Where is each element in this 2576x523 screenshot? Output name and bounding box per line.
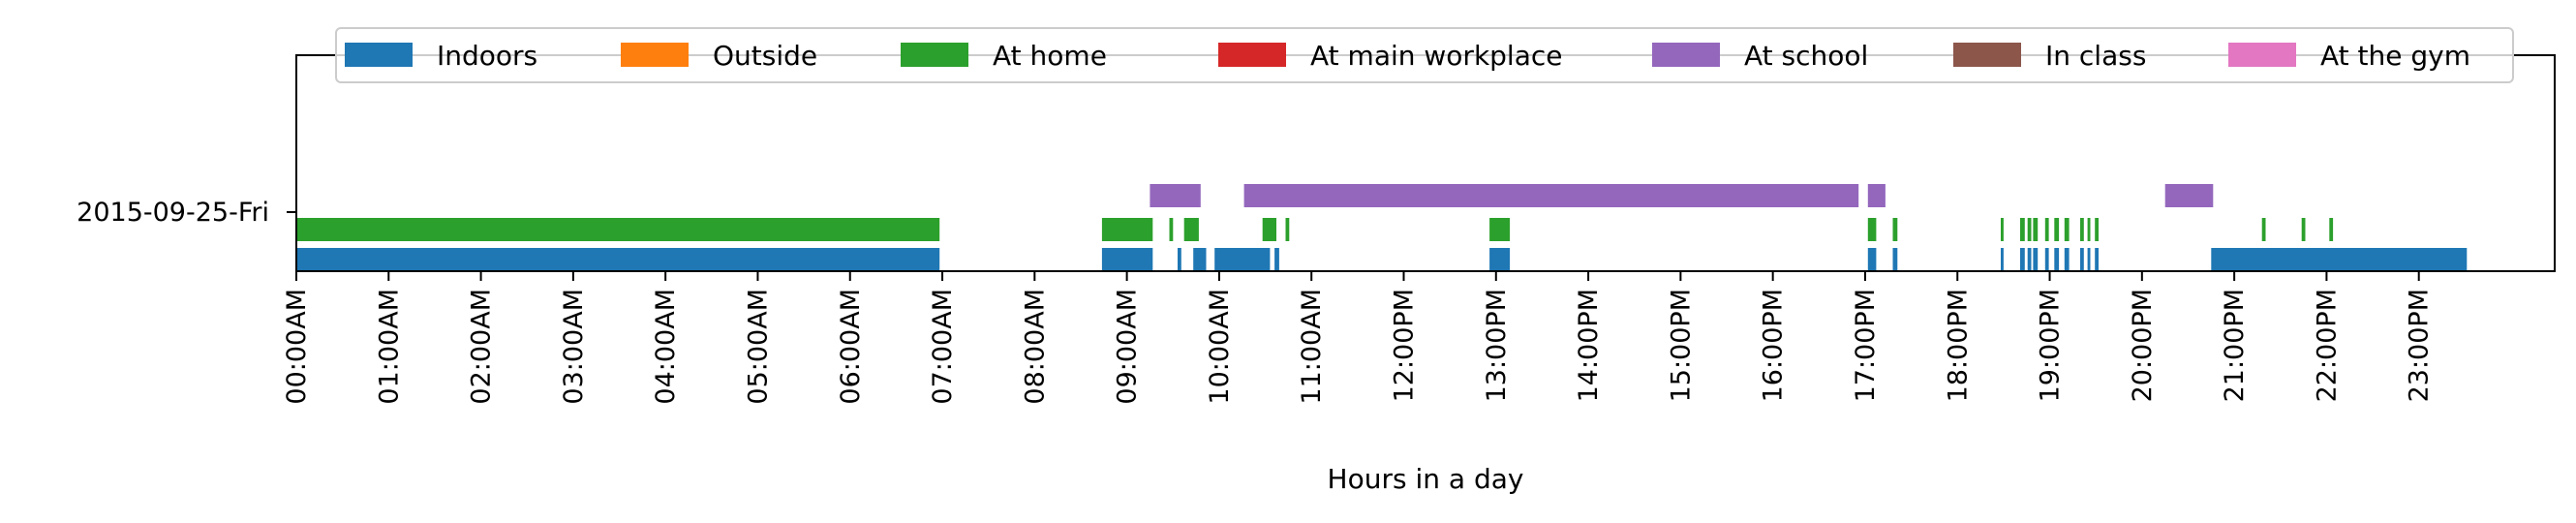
x-tick-label: 20:00PM: [2128, 289, 2158, 402]
bar-indoors: [296, 248, 940, 271]
x-tick-label: 06:00AM: [836, 289, 866, 405]
bar-indoors: [2080, 248, 2084, 271]
bar-at-school: [2164, 184, 2214, 207]
bar-indoors: [2033, 248, 2039, 271]
bar-indoors: [1178, 248, 1181, 271]
bar-at-home: [1285, 218, 1290, 241]
x-tick-label: 02:00AM: [467, 289, 497, 405]
y-tick-label: 2015-09-25-Fri: [77, 198, 269, 228]
bar-at-home: [2044, 218, 2049, 241]
bar-at-home: [296, 218, 940, 241]
legend: Indoors Outside At home At main workplace At…: [335, 27, 2514, 83]
x-tick-label: 21:00PM: [2220, 289, 2250, 402]
bar-indoors: [1101, 248, 1153, 271]
bar-indoors: [1214, 248, 1271, 271]
x-tick-label: 07:00AM: [928, 289, 958, 405]
x-tick-label: 23:00PM: [2405, 289, 2435, 402]
legend-swatch-at-home: [901, 43, 968, 67]
bar-indoors: [2001, 248, 2004, 271]
bar-indoors: [2044, 248, 2049, 271]
legend-swatch-indoors: [345, 43, 413, 67]
legend-label-at-school: At school: [1744, 40, 1868, 72]
legend-swatch-at-main-workplace: [1218, 43, 1286, 67]
bar-at-school: [1867, 184, 1886, 207]
x-tick-label: 03:00AM: [559, 289, 589, 405]
bar-indoors: [2064, 248, 2070, 271]
x-tick-label: 17:00PM: [1851, 289, 1881, 402]
bar-at-home: [2261, 218, 2266, 241]
x-tick-label: 00:00AM: [282, 289, 312, 405]
x-tick-label: 11:00AM: [1297, 289, 1327, 405]
bar-at-home: [1867, 218, 1877, 241]
bar-indoors: [1867, 248, 1877, 271]
legend-label-in-class: In class: [2045, 40, 2146, 72]
legend-label-at-the-gym: At the gym: [2320, 40, 2470, 72]
y-axis: 2015-09-25-Fri: [77, 198, 296, 228]
bar-at-home: [2301, 218, 2306, 241]
bar-at-home: [1101, 218, 1153, 241]
bar-indoors: [1193, 248, 1207, 271]
legend-label-at-main-workplace: At main workplace: [1310, 40, 1563, 72]
x-tick-label: 10:00AM: [1205, 289, 1235, 405]
x-tick-label: 18:00PM: [1943, 289, 1973, 402]
bar-at-home: [2033, 218, 2039, 241]
legend-swatch-at-the-gym: [2228, 43, 2296, 67]
bar-indoors: [2020, 248, 2025, 271]
bar-at-home: [1183, 218, 1199, 241]
bar-at-home: [2001, 218, 2004, 241]
legend-swatch-at-school: [1652, 43, 1720, 67]
bar-at-home: [2329, 218, 2334, 241]
bar-indoors: [2095, 248, 2099, 271]
bar-at-home: [2020, 218, 2025, 241]
bar-indoors: [2054, 248, 2060, 271]
x-tick-label: 14:00PM: [1574, 289, 1604, 402]
x-axis-label: Hours in a day: [1328, 463, 1524, 495]
bars-layer: [296, 184, 2468, 271]
x-tick-label: 01:00AM: [374, 289, 404, 405]
x-tick-label: 08:00AM: [1020, 289, 1050, 405]
bar-at-home: [1169, 218, 1174, 241]
bar-indoors: [1274, 248, 1279, 271]
x-axis: 00:00AM 01:00AM 02:00AM 03:00AM 04:00AM 05:00…: [282, 271, 2435, 405]
bar-indoors: [2027, 248, 2032, 271]
bar-indoors: [1892, 248, 1898, 271]
x-tick-label: 13:00PM: [1482, 289, 1512, 402]
bar-indoors: [2087, 248, 2091, 271]
x-tick-label: 16:00PM: [1759, 289, 1789, 402]
bar-at-home: [2087, 218, 2091, 241]
legend-box: [335, 27, 2514, 83]
legend-swatch-in-class: [1953, 43, 2021, 67]
x-tick-label: 22:00PM: [2312, 289, 2342, 402]
x-tick-label: 15:00PM: [1666, 289, 1696, 402]
bar-at-home: [1489, 218, 1511, 241]
legend-label-at-home: At home: [993, 40, 1107, 72]
legend-swatch-outside: [621, 43, 689, 67]
bar-at-home: [1262, 218, 1276, 241]
bar-at-school: [1150, 184, 1201, 207]
x-tick-label: 19:00PM: [2036, 289, 2066, 402]
x-tick-label: 12:00PM: [1390, 289, 1420, 402]
x-tick-label: 04:00AM: [651, 289, 681, 405]
legend-label-outside: Outside: [713, 40, 817, 72]
bar-at-home: [1892, 218, 1898, 241]
bar-at-home: [2064, 218, 2070, 241]
bar-at-home: [2080, 218, 2084, 241]
bar-at-school: [1243, 184, 1859, 207]
bar-at-home: [2095, 218, 2099, 241]
bar-at-home: [2054, 218, 2060, 241]
x-tick-label: 09:00AM: [1113, 289, 1143, 405]
bar-indoors: [2211, 248, 2468, 271]
x-tick-label: 05:00AM: [743, 289, 773, 405]
legend-label-indoors: Indoors: [437, 40, 537, 72]
bar-at-home: [2027, 218, 2032, 241]
bar-indoors: [1489, 248, 1511, 271]
